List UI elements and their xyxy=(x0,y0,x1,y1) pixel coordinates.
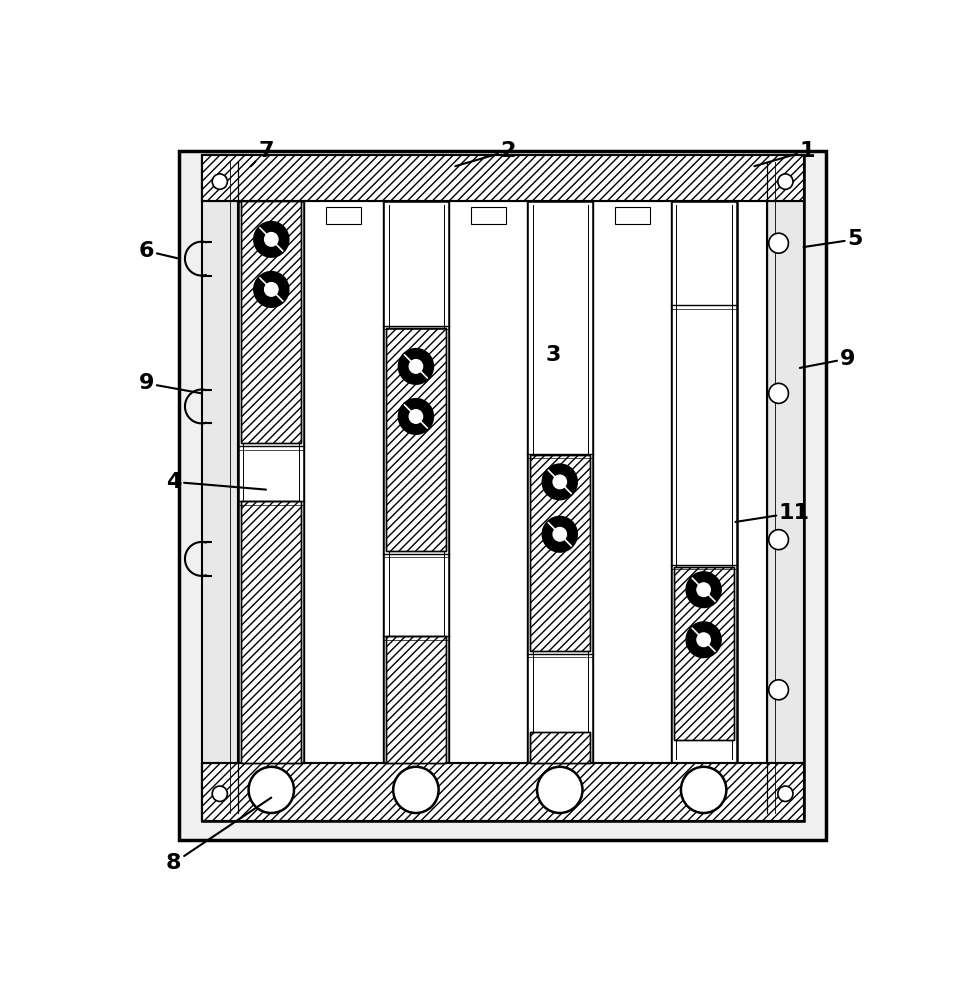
Bar xyxy=(304,201,383,763)
Bar xyxy=(201,763,804,821)
Circle shape xyxy=(254,272,289,307)
Bar xyxy=(449,201,528,763)
Circle shape xyxy=(399,399,434,434)
Circle shape xyxy=(399,349,434,384)
Circle shape xyxy=(697,633,710,647)
Bar xyxy=(179,151,827,840)
Bar xyxy=(386,636,446,763)
Circle shape xyxy=(686,572,721,607)
Circle shape xyxy=(769,530,788,550)
Bar xyxy=(674,567,734,740)
Text: 3: 3 xyxy=(546,345,562,365)
Circle shape xyxy=(248,767,294,813)
Circle shape xyxy=(265,282,278,296)
Text: 4: 4 xyxy=(166,472,266,492)
Bar xyxy=(201,155,804,201)
Bar xyxy=(386,636,446,763)
Circle shape xyxy=(409,410,423,423)
Circle shape xyxy=(686,622,721,657)
Bar xyxy=(531,455,590,651)
Circle shape xyxy=(265,232,278,246)
Circle shape xyxy=(553,527,567,541)
Bar xyxy=(615,207,650,224)
Circle shape xyxy=(769,233,788,253)
Bar xyxy=(386,328,446,551)
Circle shape xyxy=(542,517,577,552)
Bar xyxy=(531,455,590,651)
Circle shape xyxy=(553,475,567,489)
Bar xyxy=(241,201,301,443)
Text: 5: 5 xyxy=(804,229,863,249)
Bar xyxy=(531,732,590,763)
Text: 8: 8 xyxy=(166,798,272,873)
Text: 2: 2 xyxy=(455,141,516,166)
Bar xyxy=(674,567,734,740)
Circle shape xyxy=(254,222,289,257)
Circle shape xyxy=(212,786,228,801)
Circle shape xyxy=(697,583,710,597)
Circle shape xyxy=(537,767,582,813)
Circle shape xyxy=(769,680,788,700)
Bar xyxy=(241,501,301,763)
Circle shape xyxy=(393,767,439,813)
Text: 7: 7 xyxy=(251,141,274,166)
Circle shape xyxy=(778,786,793,801)
Bar xyxy=(767,155,804,821)
Text: 1: 1 xyxy=(754,141,815,166)
Text: 9: 9 xyxy=(139,373,201,393)
Text: 9: 9 xyxy=(800,349,855,369)
Text: 11: 11 xyxy=(736,503,810,523)
Circle shape xyxy=(212,174,228,189)
Bar xyxy=(593,201,671,763)
Bar xyxy=(238,201,304,763)
Circle shape xyxy=(681,767,726,813)
Bar xyxy=(383,201,449,763)
Bar xyxy=(201,155,804,201)
Bar xyxy=(671,201,737,763)
Bar xyxy=(201,155,804,821)
Bar xyxy=(241,201,301,443)
Bar xyxy=(325,207,361,224)
Bar xyxy=(201,155,238,821)
Bar xyxy=(471,207,506,224)
Bar xyxy=(201,763,804,821)
Circle shape xyxy=(542,464,577,500)
Bar xyxy=(531,732,590,763)
Bar xyxy=(241,501,301,763)
Bar xyxy=(386,328,446,551)
Circle shape xyxy=(778,174,793,189)
Text: 6: 6 xyxy=(139,241,179,261)
Circle shape xyxy=(769,383,788,403)
Circle shape xyxy=(409,359,423,373)
Bar xyxy=(528,201,593,763)
